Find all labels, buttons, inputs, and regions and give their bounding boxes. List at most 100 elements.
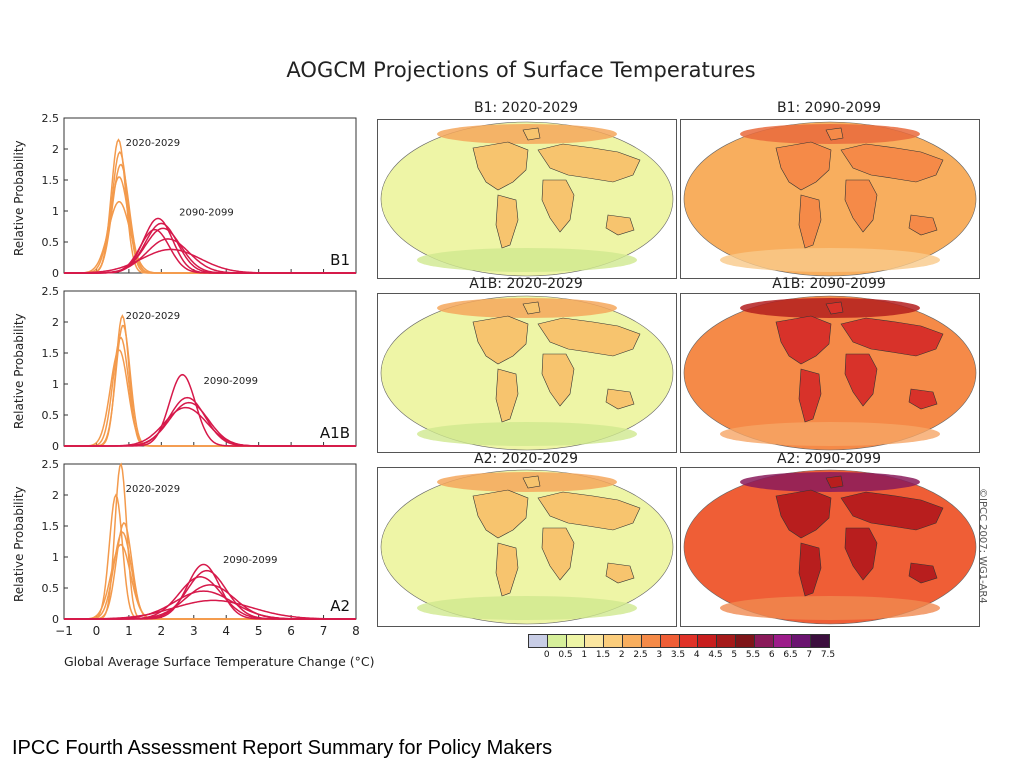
colorbar-label: 3.5 bbox=[670, 650, 686, 660]
southern-ocean-band bbox=[720, 422, 940, 446]
colorbar-swatch bbox=[585, 635, 605, 647]
world-map bbox=[683, 121, 977, 277]
figure-title: AOGCM Projections of Surface Temperature… bbox=[286, 58, 756, 82]
x-tick-label: 4 bbox=[222, 624, 230, 638]
continent bbox=[472, 489, 529, 539]
colorbar-swatch bbox=[679, 635, 699, 647]
y-tick-label: 2.5 bbox=[42, 285, 60, 298]
curve-annotation: 2020-2029 bbox=[126, 138, 181, 149]
colorbar-label: 4 bbox=[693, 650, 700, 660]
y-tick-label: 1 bbox=[52, 378, 59, 391]
continent bbox=[908, 562, 938, 584]
colorbar-label: 7 bbox=[806, 650, 813, 660]
pdf-panel-a2: 0 0.5 1 1.5 2 2.5 −1 0 1 2 3 4 5 6 7 8 2020-2029 2090-209… bbox=[0, 456, 370, 648]
map-title-a2-2020: A2: 2020-2029 bbox=[474, 451, 578, 467]
colorbar-label: 2 bbox=[618, 650, 625, 660]
y-tick-label: 0.5 bbox=[42, 236, 60, 249]
colorbar-label: 5 bbox=[731, 650, 738, 660]
scenario-label: A2 bbox=[330, 597, 350, 615]
y-tick-label: 2.5 bbox=[42, 112, 60, 125]
map-title-a2-2090: A2: 2090-2099 bbox=[777, 451, 881, 467]
map-title-b1-2090: B1: 2090-2099 bbox=[777, 100, 881, 116]
x-tick-label: 7 bbox=[320, 624, 328, 638]
map-a2-2090 bbox=[680, 467, 980, 627]
pdf-panel-a1b: 0 0.5 1 1.5 2 2.5 2020-2029 2090-2099 A1B Relati… bbox=[0, 283, 370, 453]
colorbar-labels: 0 0.5 1 1.5 2 2.5 3 3.5 4 4.5 5 5.5 6 6.5 7 7.5 bbox=[528, 648, 835, 662]
y-tick-label: 2 bbox=[52, 143, 59, 156]
continent bbox=[775, 315, 832, 365]
continent bbox=[908, 388, 938, 410]
x-tick-label: 8 bbox=[352, 624, 360, 638]
continent bbox=[825, 301, 844, 315]
x-tick-label: 3 bbox=[190, 624, 198, 638]
map-a1b-2090 bbox=[680, 293, 980, 453]
pdf-curve bbox=[64, 406, 356, 447]
continent bbox=[840, 317, 944, 357]
continent bbox=[541, 353, 575, 407]
y-tick-label: 2 bbox=[52, 489, 59, 502]
pdf-curve bbox=[64, 599, 356, 620]
colorbar-label: 3 bbox=[656, 650, 663, 660]
curve-annotation: 2020-2029 bbox=[126, 311, 181, 322]
x-axis-label: Global Average Surface Temperature Chang… bbox=[64, 654, 375, 669]
x-tick-label: 6 bbox=[287, 624, 295, 638]
continent bbox=[541, 527, 575, 581]
continent bbox=[537, 143, 641, 183]
continent bbox=[522, 301, 541, 315]
continent bbox=[840, 491, 944, 531]
continent bbox=[495, 368, 519, 423]
y-tick-label: 1.5 bbox=[42, 520, 60, 533]
colorbar bbox=[528, 634, 830, 648]
continent bbox=[798, 194, 822, 249]
map-a1b-2020 bbox=[377, 293, 677, 453]
continent bbox=[908, 214, 938, 236]
colorbar-swatch bbox=[773, 635, 793, 647]
continent bbox=[472, 315, 529, 365]
colorbar-swatch bbox=[660, 635, 680, 647]
colorbar-label: 1 bbox=[581, 650, 588, 660]
southern-ocean-band bbox=[417, 596, 637, 620]
continent bbox=[605, 562, 635, 584]
map-title-a1b-2090: A1B: 2090-2099 bbox=[772, 276, 886, 292]
colorbar-swatch bbox=[754, 635, 774, 647]
x-tick-label: 1 bbox=[125, 624, 133, 638]
y-tick-label: 1.5 bbox=[42, 174, 60, 187]
continent bbox=[825, 127, 844, 141]
y-tick-label: 0 bbox=[52, 613, 59, 626]
colorbar-label: 6.5 bbox=[783, 650, 798, 660]
colorbar-swatch bbox=[623, 635, 642, 647]
southern-ocean-band bbox=[720, 596, 940, 620]
continent bbox=[605, 214, 635, 236]
colorbar-label: 7.5 bbox=[820, 650, 836, 660]
map-title-a1b-2020: A1B: 2020-2029 bbox=[469, 276, 583, 292]
curve-annotation: 2090-2099 bbox=[204, 376, 259, 387]
colorbar-label: 6 bbox=[768, 650, 775, 660]
y-axis-label: Relative Probability bbox=[12, 486, 26, 602]
continent bbox=[844, 353, 878, 407]
plot-frame bbox=[63, 463, 357, 620]
colorbar-label: 0.5 bbox=[558, 650, 573, 660]
pdf-chart-a2: 00.511.522.5−1 0 1 2 3 4 5 6 7 82020-20292090-209… bbox=[42, 458, 360, 638]
curve-annotation: 2090-2099 bbox=[179, 207, 234, 218]
colorbar-label: 5.5 bbox=[745, 650, 761, 660]
world-map bbox=[380, 295, 674, 451]
colorbar-swatch bbox=[604, 635, 624, 647]
continent bbox=[844, 527, 878, 581]
x-tick-label: 5 bbox=[255, 624, 263, 638]
y-tick-label: 0.5 bbox=[42, 582, 60, 595]
colorbar-label: 4.5 bbox=[708, 650, 723, 660]
continent bbox=[605, 388, 635, 410]
y-tick-label: 2 bbox=[52, 316, 59, 329]
continent bbox=[775, 141, 832, 191]
pdf-chart-b1: 0 0.5 1 1.5 2 2.5 2020-2029 2090-2099 B1 bbox=[42, 112, 357, 280]
map-title-b1-2020: B1: 2020-2029 bbox=[474, 100, 578, 116]
footer-caption: IPCC Fourth Assessment Report Summary fo… bbox=[12, 737, 553, 759]
continent bbox=[537, 491, 641, 531]
colorbar-swatch bbox=[811, 635, 829, 647]
copyright-text: ©IPCC 2007: WG1-AR4 bbox=[977, 488, 988, 604]
continent bbox=[522, 475, 541, 489]
continent bbox=[541, 179, 575, 233]
world-map bbox=[683, 469, 977, 625]
colorbar-swatch bbox=[641, 635, 661, 647]
y-tick-label: 2.5 bbox=[42, 458, 60, 471]
